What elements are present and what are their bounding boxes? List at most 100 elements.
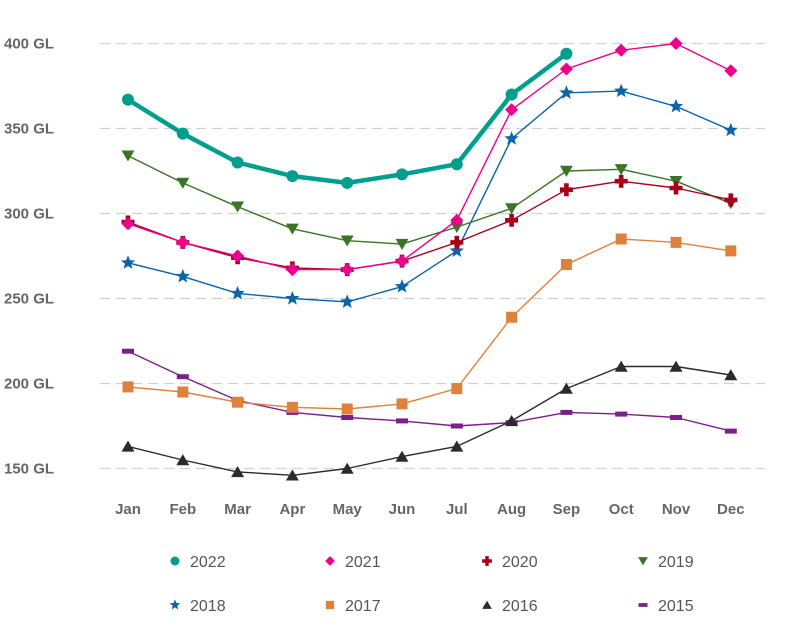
data-point-2022-Jun[interactable] bbox=[396, 168, 408, 181]
data-point-2021-Oct[interactable] bbox=[614, 43, 628, 57]
data-point-2016-Jan[interactable] bbox=[121, 440, 135, 452]
data-point-2019-Sep[interactable] bbox=[559, 165, 573, 177]
series-2017 bbox=[122, 233, 737, 415]
data-point-2022-May[interactable] bbox=[341, 176, 354, 189]
data-point-2021-Sep[interactable] bbox=[559, 62, 573, 76]
data-point-2015-Oct[interactable] bbox=[615, 411, 628, 417]
data-point-2015-Dec[interactable] bbox=[724, 428, 737, 434]
data-point-2021-May[interactable] bbox=[340, 263, 354, 277]
data-point-2018-Feb[interactable] bbox=[175, 268, 190, 283]
gridlines bbox=[100, 42, 765, 470]
data-point-2022-Sep[interactable] bbox=[560, 47, 573, 60]
y-tick-label: 150 GL bbox=[4, 461, 54, 478]
data-point-2019-Jan[interactable] bbox=[121, 150, 135, 162]
legend-marker-diamond-icon bbox=[325, 556, 335, 566]
data-point-2020-Oct[interactable] bbox=[614, 174, 628, 188]
data-point-2018-May[interactable] bbox=[340, 294, 355, 308]
data-point-2017-Sep[interactable] bbox=[560, 259, 572, 270]
data-point-2016-Feb[interactable] bbox=[176, 454, 190, 466]
data-point-2019-Mar[interactable] bbox=[231, 201, 245, 213]
legend-item-2015[interactable]: 2015 bbox=[638, 598, 694, 615]
legend-item-2018[interactable]: 2018 bbox=[169, 598, 226, 615]
data-point-2015-Jan[interactable] bbox=[122, 348, 134, 354]
data-point-2019-Feb[interactable] bbox=[176, 177, 190, 189]
data-point-2016-Dec[interactable] bbox=[724, 369, 738, 381]
data-point-2015-Feb[interactable] bbox=[176, 374, 189, 380]
data-point-2021-Mar[interactable] bbox=[231, 249, 245, 263]
data-point-2016-Jul[interactable] bbox=[450, 440, 464, 452]
data-point-2021-Feb[interactable] bbox=[176, 235, 190, 249]
data-point-2021-Jan[interactable] bbox=[121, 217, 135, 231]
data-point-2019-Jul[interactable] bbox=[450, 221, 464, 233]
data-point-2015-Jul[interactable] bbox=[450, 423, 463, 429]
data-point-2019-Aug[interactable] bbox=[505, 203, 519, 215]
data-point-2020-Jul[interactable] bbox=[450, 235, 464, 249]
data-point-2021-Jun[interactable] bbox=[395, 254, 409, 268]
data-point-2018-Nov[interactable] bbox=[668, 98, 684, 113]
data-point-2020-Sep[interactable] bbox=[559, 183, 573, 197]
series-2018 bbox=[120, 83, 738, 308]
data-point-2021-Aug[interactable] bbox=[505, 103, 519, 117]
data-point-2016-Nov[interactable] bbox=[669, 360, 683, 372]
legend-item-2019[interactable]: 2019 bbox=[638, 554, 694, 571]
data-point-2017-Jan[interactable] bbox=[122, 381, 134, 393]
data-point-2017-May[interactable] bbox=[341, 403, 353, 415]
data-point-2016-Aug[interactable] bbox=[505, 415, 519, 427]
legend-item-2017[interactable]: 2017 bbox=[325, 598, 381, 615]
data-point-2015-Jun[interactable] bbox=[396, 418, 408, 424]
legend-label: 2018 bbox=[190, 598, 226, 615]
data-point-2017-Jun[interactable] bbox=[396, 398, 408, 410]
data-point-2020-Nov[interactable] bbox=[669, 181, 683, 195]
legend-item-2021[interactable]: 2021 bbox=[325, 554, 381, 571]
data-point-2018-Jul[interactable] bbox=[449, 243, 464, 257]
data-point-2019-Apr[interactable] bbox=[285, 223, 299, 235]
data-point-2017-Dec[interactable] bbox=[725, 245, 737, 257]
data-point-2018-Mar[interactable] bbox=[230, 285, 245, 300]
data-point-2018-Jan[interactable] bbox=[120, 255, 136, 269]
data-point-2016-Sep[interactable] bbox=[559, 382, 573, 394]
data-point-2022-Mar[interactable] bbox=[231, 156, 244, 169]
data-point-2021-Nov[interactable] bbox=[669, 37, 683, 50]
legend-item-2022[interactable]: 2022 bbox=[170, 554, 226, 571]
series-line-2018 bbox=[127, 90, 732, 303]
data-point-2021-Jul[interactable] bbox=[450, 213, 464, 227]
data-point-2018-Jun[interactable] bbox=[394, 279, 410, 293]
data-point-2016-Mar[interactable] bbox=[231, 466, 245, 478]
data-point-2016-May[interactable] bbox=[340, 462, 354, 474]
data-point-2015-May[interactable] bbox=[341, 415, 354, 420]
data-point-2020-Aug[interactable] bbox=[505, 213, 519, 227]
data-point-2015-Nov[interactable] bbox=[670, 415, 682, 420]
data-point-2018-Oct[interactable] bbox=[614, 83, 629, 98]
data-point-2022-Jan[interactable] bbox=[122, 93, 134, 106]
legend-item-2020[interactable]: 2020 bbox=[482, 554, 538, 571]
data-point-2015-Sep[interactable] bbox=[560, 409, 573, 415]
data-point-2018-Apr[interactable] bbox=[285, 291, 300, 305]
data-point-2019-Oct[interactable] bbox=[614, 164, 628, 176]
data-point-2021-Dec[interactable] bbox=[724, 64, 738, 78]
data-point-2018-Dec[interactable] bbox=[723, 122, 738, 137]
data-point-2016-Oct[interactable] bbox=[614, 360, 628, 372]
y-tick-label: 300 GL bbox=[4, 206, 54, 223]
data-point-2017-Feb[interactable] bbox=[177, 386, 189, 398]
data-point-2020-Dec[interactable] bbox=[724, 193, 738, 207]
data-point-2016-Jun[interactable] bbox=[395, 450, 409, 462]
data-point-2018-Sep[interactable] bbox=[559, 85, 574, 99]
data-point-2017-Aug[interactable] bbox=[506, 311, 518, 323]
data-point-2022-Apr[interactable] bbox=[286, 170, 299, 183]
x-tick-label: Jul bbox=[446, 501, 468, 518]
data-point-2022-Aug[interactable] bbox=[505, 88, 518, 101]
data-point-2018-Aug[interactable] bbox=[504, 131, 519, 145]
series-line-2021 bbox=[127, 42, 732, 271]
data-point-2019-May[interactable] bbox=[340, 235, 354, 247]
data-point-2017-Oct[interactable] bbox=[615, 233, 627, 245]
data-point-2016-Apr[interactable] bbox=[285, 469, 299, 481]
data-point-2022-Jul[interactable] bbox=[450, 158, 463, 171]
data-point-2019-Jun[interactable] bbox=[395, 238, 409, 250]
data-point-2017-Nov[interactable] bbox=[670, 236, 682, 248]
legend-item-2016[interactable]: 2016 bbox=[482, 598, 538, 615]
data-point-2017-Jul[interactable] bbox=[451, 383, 463, 395]
data-point-2017-Mar[interactable] bbox=[232, 396, 244, 408]
data-point-2022-Feb[interactable] bbox=[176, 127, 189, 140]
data-point-2017-Apr[interactable] bbox=[286, 401, 298, 413]
data-point-2021-Apr[interactable] bbox=[285, 263, 299, 277]
